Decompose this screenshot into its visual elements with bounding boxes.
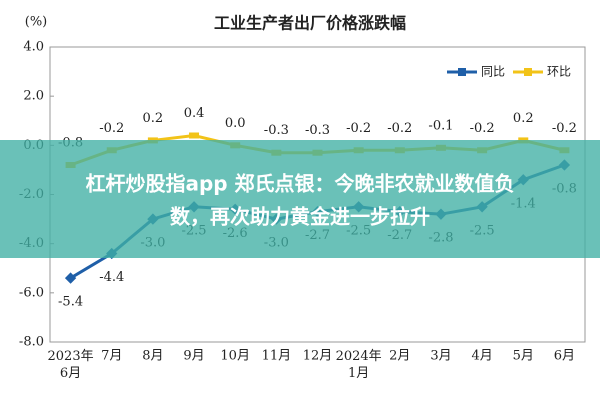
data-label: -0.1 — [428, 118, 453, 133]
banner-text: 数，再次助力黄金进一步拉升 — [170, 205, 430, 229]
y-tick-label: -6.0 — [19, 285, 44, 300]
x-tick-label: 2024年 1月 — [336, 349, 382, 381]
point-marker — [189, 132, 200, 139]
x-tick-label: 11月 — [262, 349, 292, 364]
x-tick-label: 2月 — [389, 349, 410, 364]
data-label: 0.2 — [513, 111, 534, 126]
x-tick-label: 9月 — [183, 349, 204, 364]
data-label: -0.2 — [346, 121, 371, 136]
legend-label: 同比 — [481, 65, 505, 79]
y-tick-label: 4.0 — [23, 40, 44, 55]
x-tick-label: 3月 — [430, 349, 451, 364]
data-label: -0.2 — [99, 121, 124, 136]
legend-marker — [524, 68, 532, 76]
data-label: -5.4 — [58, 295, 83, 310]
x-tick-label: 8月 — [142, 349, 163, 364]
x-tick-label: 2023年 6月 — [48, 349, 94, 381]
x-tick-label: 5月 — [513, 349, 534, 364]
data-label: 0.0 — [225, 116, 246, 131]
chart-title: 工业生产者出厂价格涨跌幅 — [214, 14, 406, 33]
banner-background — [0, 140, 600, 258]
data-label: -0.3 — [264, 123, 289, 138]
data-label: -4.4 — [99, 270, 124, 285]
data-label: 0.4 — [184, 106, 205, 121]
data-label: -0.3 — [305, 123, 330, 138]
x-tick-label: 12月 — [303, 349, 333, 364]
data-label: -0.2 — [387, 121, 412, 136]
legend-marker — [458, 68, 466, 76]
y-unit: (%) — [25, 15, 48, 30]
x-tick-label: 4月 — [471, 349, 492, 364]
banner-text: 杠杆炒股指app 郑氏点银：今晚非农就业数值负 — [85, 172, 514, 196]
legend-label: 环比 — [547, 65, 571, 79]
x-tick-label: 10月 — [220, 349, 250, 364]
data-label: -0.2 — [470, 121, 495, 136]
data-label: 0.2 — [143, 111, 164, 126]
y-tick-label: -8.0 — [19, 335, 44, 350]
x-tick-label: 7月 — [101, 349, 122, 364]
x-tick-label: 6月 — [554, 349, 575, 364]
data-label: -0.2 — [552, 121, 577, 136]
y-tick-label: 2.0 — [23, 89, 44, 104]
